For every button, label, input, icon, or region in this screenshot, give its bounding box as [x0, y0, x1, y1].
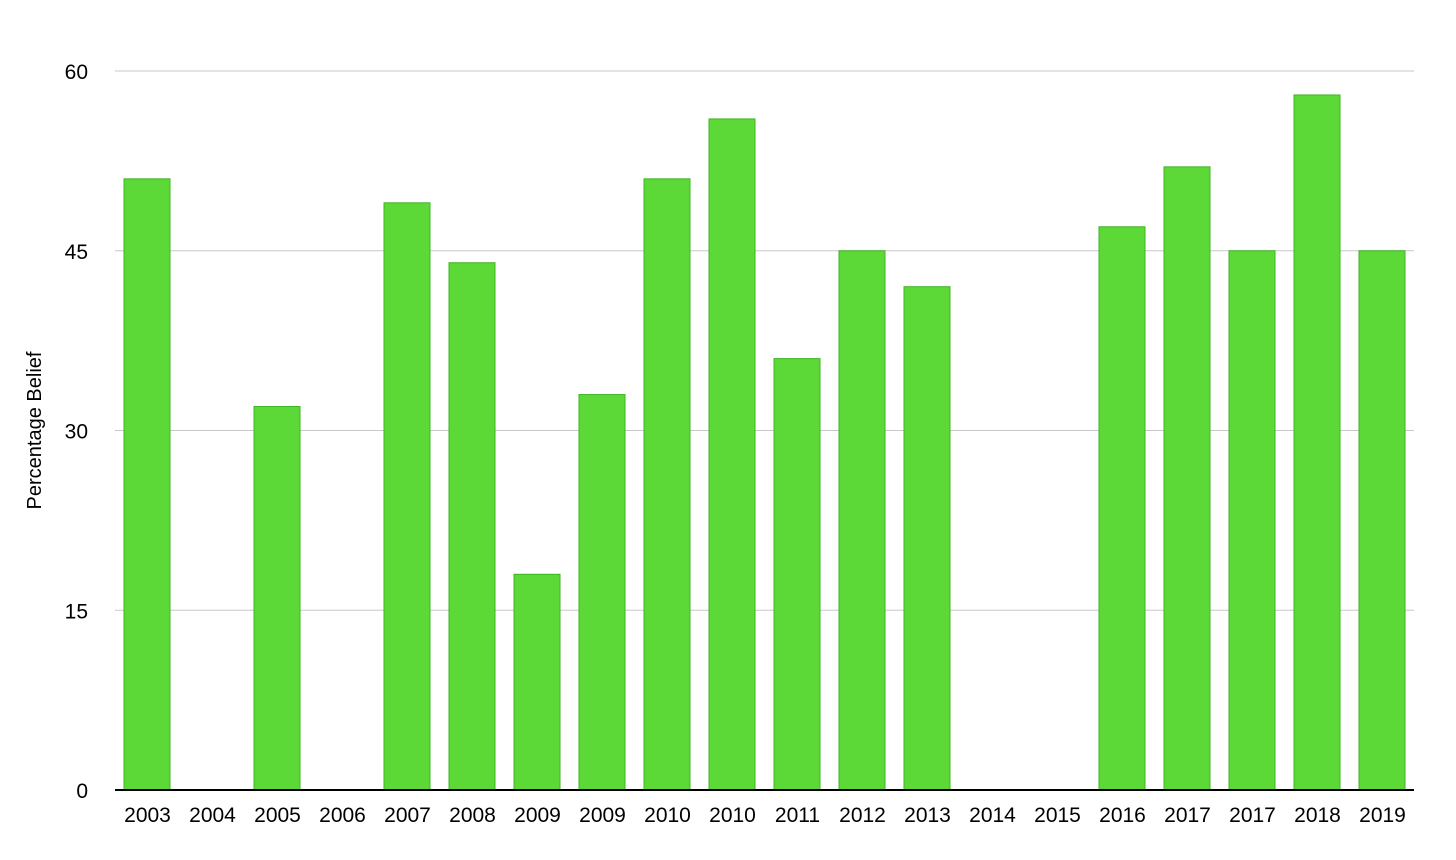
y-tick-labels: 0 15 30 45 60 — [65, 61, 88, 803]
bar — [1098, 226, 1146, 791]
y-tick-label: 60 — [65, 61, 88, 84]
y-tick-label: 15 — [65, 600, 88, 623]
bar — [643, 178, 691, 791]
x-tick-label: 2004 — [189, 804, 236, 827]
x-tick-label: 2017 — [1164, 804, 1211, 827]
bar — [838, 250, 886, 791]
bar — [448, 262, 496, 791]
y-tick-label: 30 — [65, 421, 88, 444]
bar — [773, 358, 821, 791]
x-tick-label: 2008 — [449, 804, 496, 827]
bar — [1293, 94, 1341, 791]
x-tick-label: 2007 — [384, 804, 431, 827]
bar — [253, 406, 301, 791]
bar — [708, 118, 756, 791]
x-tick-label: 2009 — [514, 804, 561, 827]
bar — [578, 394, 626, 791]
bar — [1358, 250, 1406, 791]
x-tick-labels: 2003 2004 2005 2006 2007 2008 2009 2009 2010 2010… — [124, 804, 1406, 827]
x-tick-label: 2005 — [254, 804, 301, 827]
x-tick-label: 2017 — [1229, 804, 1276, 827]
bar — [383, 202, 431, 791]
x-tick-label: 2014 — [969, 804, 1016, 827]
x-tick-label: 2012 — [839, 804, 886, 827]
bar — [1163, 166, 1211, 791]
bar — [903, 286, 951, 791]
x-tick-label: 2003 — [124, 804, 171, 827]
x-tick-label: 2010 — [709, 804, 756, 827]
bar — [123, 178, 171, 791]
bar — [513, 573, 561, 791]
x-tick-label: 2018 — [1294, 804, 1341, 827]
x-tick-label: 2010 — [644, 804, 691, 827]
bar — [1228, 250, 1276, 791]
grid-lines — [115, 70, 1414, 611]
x-tick-label: 2006 — [319, 804, 366, 827]
x-tick-label: 2009 — [579, 804, 626, 827]
x-tick-label: 2016 — [1099, 804, 1146, 827]
x-tick-label: 2013 — [904, 804, 951, 827]
y-axis-label: Percentage Belief — [24, 351, 46, 509]
x-tick-label: 2011 — [775, 804, 820, 827]
y-tick-label: 45 — [65, 241, 88, 264]
y-tick-label: 0 — [76, 780, 88, 803]
x-tick-label: 2015 — [1034, 804, 1081, 827]
bars — [123, 94, 1406, 791]
x-tick-label: 2019 — [1359, 804, 1406, 827]
